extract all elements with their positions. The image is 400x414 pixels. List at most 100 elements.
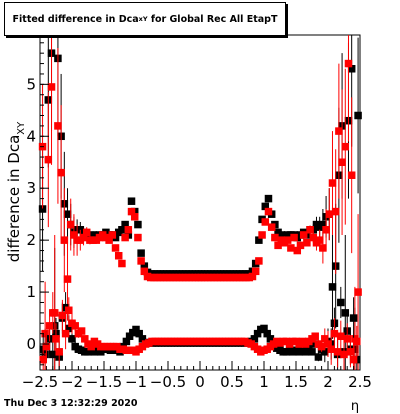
x-tick-label-7: 1 (259, 373, 269, 391)
data-point-1-79 (290, 233, 298, 242)
y-axis-title-sub: XY (16, 121, 27, 135)
data-point-0-31 (137, 249, 145, 257)
data-point-3-87 (317, 342, 326, 351)
data-point-3-3 (49, 309, 57, 317)
data-point-1-23 (111, 244, 120, 252)
data-point-0-30 (134, 220, 142, 229)
data-point-1-97 (347, 171, 356, 179)
data-point-2-93 (337, 298, 345, 307)
data-point-1-28 (127, 207, 136, 216)
x-tick-label-5: 0 (195, 373, 205, 391)
data-point-3-98 (353, 337, 361, 346)
data-point-3-5 (55, 348, 63, 356)
data-point-1-73 (271, 233, 279, 242)
data-point-2-82 (301, 348, 310, 356)
data-point-3-15 (87, 342, 95, 351)
y-tick-label-2: 2 (26, 231, 36, 249)
data-point-1-26 (121, 233, 129, 242)
data-point-1-30 (134, 233, 142, 242)
data-point-3-85 (311, 332, 319, 340)
series-1 (38, 35, 362, 370)
x-tick-label-6: 0.5 (220, 373, 244, 391)
data-point-3-13 (81, 335, 89, 343)
data-point-1-85 (309, 233, 318, 242)
data-point-2-88 (321, 348, 329, 356)
data-point-2-29 (132, 325, 140, 334)
data-point-1-81 (296, 241, 305, 250)
data-point-0-25 (118, 226, 126, 234)
data-point-0-99 (354, 111, 362, 120)
data-point-1-89 (322, 226, 330, 234)
data-point-1-69 (258, 231, 266, 239)
data-point-2-86 (314, 353, 323, 361)
data-point-2-67 (253, 329, 262, 338)
data-point-1-6 (57, 168, 65, 177)
data-point-0-71 (264, 194, 273, 203)
data-point-1-99 (354, 288, 362, 296)
data-point-1-8 (63, 275, 72, 283)
data-point-2-9 (68, 335, 76, 343)
data-point-1-2 (44, 155, 53, 164)
chart-title-main: Fitted difference in Dca (12, 13, 139, 25)
data-point-0-32 (140, 262, 149, 270)
data-point-3-92 (333, 348, 342, 356)
data-point-1-66 (248, 272, 257, 281)
data-point-0-91 (328, 283, 337, 291)
data-point-0-28 (127, 197, 136, 205)
data-point-1-87 (315, 236, 324, 244)
data-point-3-2 (45, 322, 54, 330)
y-tick-label-4: 4 (26, 127, 36, 145)
y-axis-title-main: difference in Dca (5, 135, 23, 263)
data-point-3-7 (61, 329, 70, 338)
data-point-1-74 (274, 241, 282, 250)
data-point-1-84 (306, 226, 314, 234)
footer-date: Thu Dec 3 12:32:29 2020 (4, 398, 138, 409)
data-point-1-3 (47, 83, 56, 91)
x-tick-label-3: −1 (125, 373, 147, 391)
x-tick-label-2: −1.5 (86, 373, 122, 391)
data-point-1-5 (54, 122, 62, 130)
data-point-3-0 (39, 355, 47, 364)
data-point-1-21 (105, 236, 113, 244)
x-tick-label-9: 2 (323, 373, 333, 391)
series-2 (39, 286, 361, 370)
data-point-3-12 (77, 327, 86, 335)
data-point-1-25 (118, 259, 126, 268)
series-3 (39, 292, 361, 370)
data-point-1-1 (41, 329, 49, 338)
data-point-1-32 (140, 267, 149, 276)
data-point-1-78 (287, 244, 295, 252)
data-point-0-70 (261, 202, 270, 211)
data-point-1-90 (325, 210, 334, 218)
data-point-1-93 (335, 127, 343, 135)
data-point-0-95 (341, 309, 350, 317)
data-point-1-14 (82, 228, 91, 237)
data-point-1-29 (130, 213, 139, 221)
data-point-2-8 (65, 324, 73, 333)
data-point-3-1 (42, 342, 51, 351)
x-tick-label-8: 1.5 (284, 373, 308, 391)
data-point-1-91 (328, 179, 337, 187)
data-point-2-97 (349, 314, 358, 322)
data-point-1-71 (264, 207, 273, 216)
y-tick-label-0: 0 (26, 335, 36, 353)
data-point-0-8 (63, 210, 72, 218)
x-tick-label-4: −0.5 (150, 373, 186, 391)
data-point-1-24 (114, 251, 123, 260)
data-point-1-83 (303, 239, 311, 247)
data-point-3-88 (321, 335, 329, 343)
data-point-1-72 (267, 223, 276, 231)
x-tick-label-1: −2 (61, 373, 83, 391)
data-point-2-30 (135, 329, 143, 338)
x-axis-title: η (351, 399, 359, 414)
y-tick-label-5: 5 (26, 75, 36, 93)
data-point-1-68 (255, 257, 263, 265)
data-point-1-80 (293, 246, 302, 255)
x-tick-label-10: 2.5 (348, 373, 372, 391)
data-point-1-67 (251, 267, 260, 276)
data-point-3-93 (337, 332, 345, 340)
data-point-2-70 (263, 329, 271, 338)
data-point-2-66 (250, 335, 259, 343)
